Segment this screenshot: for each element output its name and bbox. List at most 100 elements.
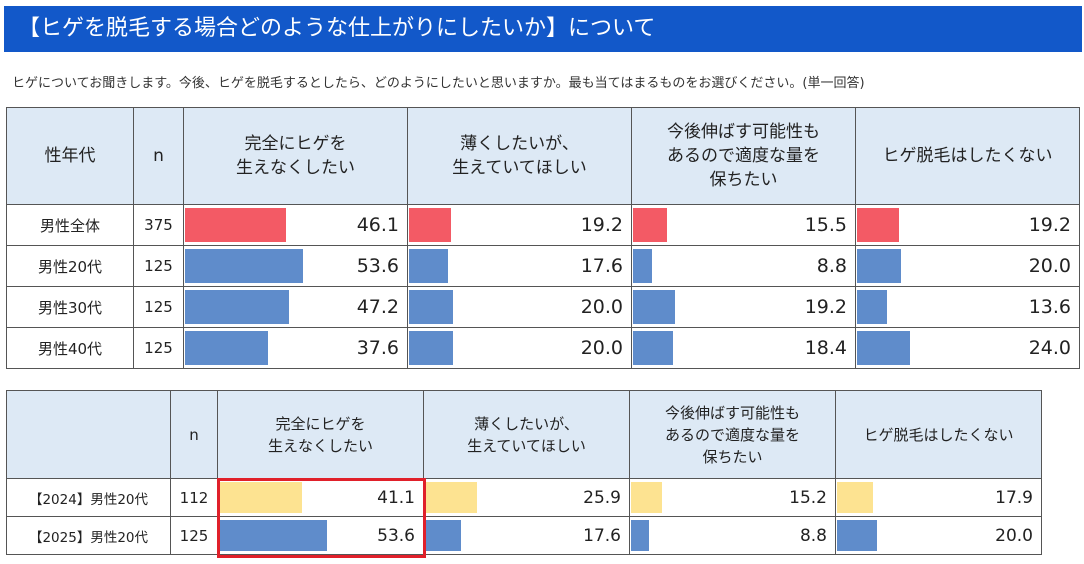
bar-cell: 41.1 bbox=[217, 478, 424, 517]
data-bar bbox=[185, 331, 268, 365]
data-bar bbox=[631, 482, 662, 513]
data-label: 17.9 bbox=[995, 487, 1033, 508]
bar-cell: 46.1 bbox=[183, 204, 408, 246]
data-bar bbox=[633, 290, 676, 324]
table-row: 【2025】男性20代 125 53.6 17.6 8.8 20.0 bbox=[6, 516, 1042, 555]
bar-cell: 47.2 bbox=[183, 286, 408, 328]
data-label: 8.8 bbox=[816, 255, 847, 277]
data-label: 15.5 bbox=[804, 214, 847, 236]
table-row: 【2024】男性20代 112 41.1 25.9 15.2 17.9 bbox=[6, 478, 1042, 517]
bar-cell: 18.4 bbox=[631, 327, 856, 369]
year-comparison-table: n 完全にヒゲを 生えなくしたい 薄くしたいが、 生えていてほしい 今後伸ばす可能性も ある… bbox=[6, 390, 1042, 555]
data-label: 37.6 bbox=[356, 337, 399, 359]
data-label: 19.2 bbox=[580, 214, 623, 236]
column-header-line: 今後伸ばす可能性も bbox=[667, 122, 820, 142]
table-row: 男性40代 125 37.6 20.0 18.4 24.0 bbox=[6, 327, 1080, 369]
question-text: ヒゲについてお聞きします。今後、ヒゲを脱毛するとしたら、どのようにしたいと思いま… bbox=[12, 76, 865, 91]
column-header-line: 保ちたい bbox=[702, 447, 763, 466]
row-label: 男性40代 bbox=[6, 327, 134, 369]
page-title: 【ヒゲを脱毛する場合どのような仕上がりにしたいか】について bbox=[4, 6, 1082, 52]
data-bar bbox=[409, 208, 452, 242]
data-label: 24.0 bbox=[1028, 337, 1071, 359]
column-header-line: 薄くしたいが、 bbox=[474, 414, 579, 433]
row-n: 125 bbox=[133, 245, 184, 287]
data-bar bbox=[857, 290, 887, 324]
row-n: 125 bbox=[133, 286, 184, 328]
data-label: 20.0 bbox=[580, 296, 623, 318]
column-header-line: 保ちたい bbox=[709, 170, 778, 190]
data-bar bbox=[631, 520, 649, 551]
bar-cell: 20.0 bbox=[835, 516, 1042, 555]
data-label: 17.6 bbox=[583, 525, 621, 546]
table-row: 男性30代 125 47.2 20.0 19.2 13.6 bbox=[6, 286, 1080, 328]
data-label: 13.6 bbox=[1028, 296, 1071, 318]
bar-cell: 19.2 bbox=[855, 204, 1080, 246]
data-label: 46.1 bbox=[356, 214, 399, 236]
row-n: 125 bbox=[133, 327, 184, 369]
data-label: 19.2 bbox=[804, 296, 847, 318]
data-label: 19.2 bbox=[1028, 214, 1071, 236]
column-header-option: ヒゲ脱毛はしたくない bbox=[835, 390, 1042, 479]
column-header-line: 生えていてほしい bbox=[452, 158, 587, 178]
row-n: 112 bbox=[170, 478, 218, 517]
bar-cell: 17.6 bbox=[407, 245, 632, 287]
column-header-group bbox=[6, 390, 171, 479]
bar-cell: 17.6 bbox=[423, 516, 630, 555]
bar-cell: 25.9 bbox=[423, 478, 630, 517]
segment-table: 性年代 n 完全にヒゲを 生えなくしたい 薄くしたいが、 生えていてほしい 今後伸ばす可能性… bbox=[6, 107, 1080, 369]
data-bar bbox=[425, 520, 461, 551]
bar-cell: 20.0 bbox=[407, 286, 632, 328]
column-header-line: 生えなくしたい bbox=[236, 158, 355, 178]
data-bar bbox=[409, 249, 448, 283]
column-header-option: 今後伸ばす可能性も あるので適度な量を 保ちたい bbox=[629, 390, 836, 479]
bar-cell: 8.8 bbox=[629, 516, 836, 555]
data-bar bbox=[857, 208, 900, 242]
column-header-line: あるので適度な量を bbox=[664, 425, 800, 444]
bar-cell: 20.0 bbox=[407, 327, 632, 369]
data-bar bbox=[425, 482, 478, 513]
column-header-line: ヒゲ脱毛はしたくない bbox=[882, 146, 1053, 166]
data-bar bbox=[409, 331, 453, 365]
data-label: 20.0 bbox=[995, 525, 1033, 546]
data-label: 41.1 bbox=[377, 487, 415, 508]
column-header-line: ヒゲ脱毛はしたくない bbox=[863, 425, 1014, 444]
data-bar bbox=[633, 331, 674, 365]
column-header-n: n bbox=[133, 107, 184, 205]
bar-cell: 8.8 bbox=[631, 245, 856, 287]
data-label: 20.0 bbox=[1028, 255, 1071, 277]
bar-cell: 19.2 bbox=[407, 204, 632, 246]
data-label: 20.0 bbox=[580, 337, 623, 359]
data-bar bbox=[409, 290, 453, 324]
bar-cell: 15.5 bbox=[631, 204, 856, 246]
data-label: 8.8 bbox=[799, 525, 827, 546]
column-header-line: あるので適度な量を bbox=[667, 146, 820, 166]
column-header-group: 性年代 bbox=[6, 107, 134, 205]
row-n: 125 bbox=[170, 516, 218, 555]
bar-cell: 17.9 bbox=[835, 478, 1042, 517]
data-bar bbox=[219, 520, 328, 551]
bar-cell: 15.2 bbox=[629, 478, 836, 517]
column-header-line: 今後伸ばす可能性も bbox=[664, 403, 800, 422]
data-bar bbox=[633, 249, 653, 283]
data-label: 25.9 bbox=[583, 487, 621, 508]
table-row: 男性20代 125 53.6 17.6 8.8 20.0 bbox=[6, 245, 1080, 287]
column-header-option: 完全にヒゲを 生えなくしたい bbox=[217, 390, 424, 479]
bar-cell: 53.6 bbox=[217, 516, 424, 555]
column-header-option: 薄くしたいが、 生えていてほしい bbox=[407, 107, 632, 205]
bar-cell: 53.6 bbox=[183, 245, 408, 287]
column-header-line: 完全にヒゲを bbox=[244, 134, 347, 154]
column-header-option: 今後伸ばす可能性も あるので適度な量を 保ちたい bbox=[631, 107, 856, 205]
column-header-n: n bbox=[170, 390, 218, 479]
row-label: 【2024】男性20代 bbox=[6, 478, 171, 517]
data-bar bbox=[857, 249, 901, 283]
bar-cell: 13.6 bbox=[855, 286, 1080, 328]
data-label: 17.6 bbox=[580, 255, 623, 277]
data-bar bbox=[837, 520, 878, 551]
data-label: 18.4 bbox=[804, 337, 847, 359]
data-bar bbox=[185, 249, 303, 283]
row-label: 男性30代 bbox=[6, 286, 134, 328]
column-header-line: 薄くしたいが、 bbox=[460, 134, 579, 154]
data-bar bbox=[185, 290, 289, 324]
column-header-line: 生えなくしたい bbox=[267, 436, 373, 455]
data-label: 53.6 bbox=[356, 255, 399, 277]
